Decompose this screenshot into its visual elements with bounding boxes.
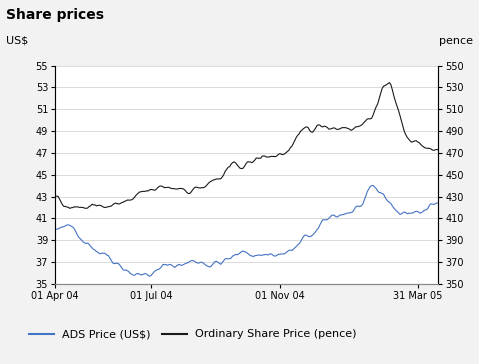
Text: US$: US$ <box>6 36 28 46</box>
Text: pence: pence <box>439 36 473 46</box>
Legend: ADS Price (US$), Ordinary Share Price (pence): ADS Price (US$), Ordinary Share Price (p… <box>25 325 361 344</box>
Text: Share prices: Share prices <box>6 8 104 22</box>
